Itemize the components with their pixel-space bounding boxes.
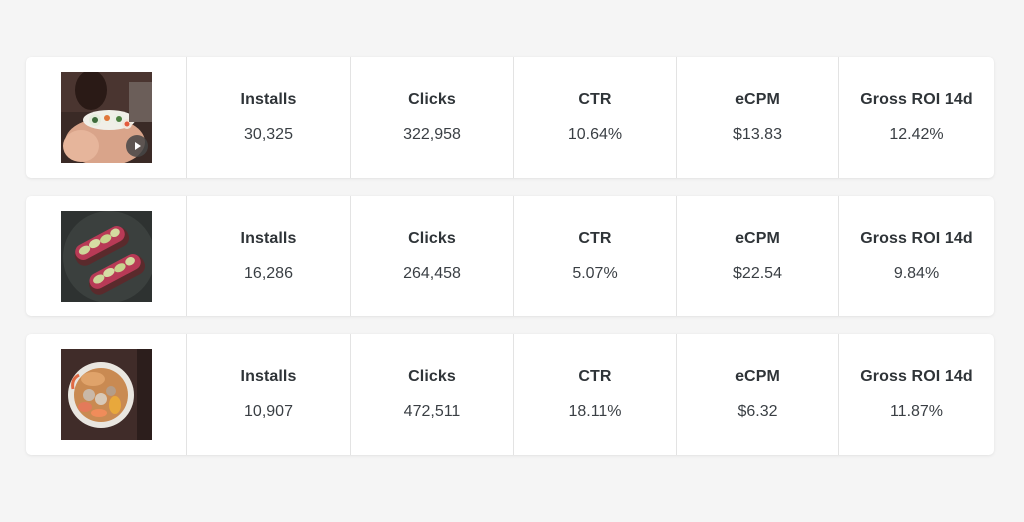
thumbnail-cell <box>26 57 187 178</box>
sushi-roll-video-thumbnail[interactable] <box>60 72 152 163</box>
metric-value: 9.84% <box>893 264 940 282</box>
metric-label: Installs <box>240 229 297 247</box>
metric-value: 264,458 <box>403 264 461 282</box>
metric-clicks: Clicks 472,511 <box>351 334 514 455</box>
metric-value: 472,511 <box>403 403 461 420</box>
avocado-toast-thumbnail[interactable] <box>60 210 152 302</box>
metric-label: Installs <box>240 368 297 385</box>
metric-ctr: CTR 18.11% <box>514 334 677 455</box>
metric-value: 12.42% <box>889 126 944 143</box>
food-bowl-image <box>60 349 152 440</box>
play-icon[interactable] <box>125 135 148 157</box>
metric-value: $22.54 <box>733 264 782 282</box>
campaign-card[interactable]: Installs 10,907 Clicks 472,511 CTR 18.11… <box>26 334 994 455</box>
campaign-card[interactable]: Installs 16,286 Clicks 264,458 CTR 5.07%… <box>26 196 994 316</box>
metric-value: 18.11% <box>568 403 622 420</box>
metric-label: eCPM <box>735 91 780 108</box>
metric-label: Installs <box>240 91 297 108</box>
metric-label: Gross ROI 14d <box>860 91 973 108</box>
metric-label: Clicks <box>408 91 456 108</box>
campaign-card[interactable]: Installs 30,325 Clicks 322,958 CTR 10.64… <box>26 57 994 178</box>
sushi-image <box>60 72 152 163</box>
metric-label: CTR <box>578 368 612 385</box>
metric-value: 5.07% <box>572 264 618 282</box>
metric-ctr: CTR 10.64% <box>514 57 677 178</box>
metric-ecpm: eCPM $13.83 <box>677 57 839 178</box>
metric-ctr: CTR 5.07% <box>514 196 677 316</box>
metric-gross-roi: Gross ROI 14d 12.42% <box>839 57 994 178</box>
thumbnail-cell <box>26 334 187 455</box>
metric-label: CTR <box>578 229 612 247</box>
metric-label: Clicks <box>408 368 456 385</box>
metric-label: eCPM <box>735 229 780 247</box>
metric-label: Gross ROI 14d <box>860 368 973 385</box>
metric-installs: Installs 30,325 <box>187 57 351 178</box>
metric-value: $6.32 <box>737 403 778 420</box>
metric-label: CTR <box>578 91 612 108</box>
metric-installs: Installs 10,907 <box>187 334 351 455</box>
metric-clicks: Clicks 322,958 <box>351 57 514 178</box>
metric-gross-roi: Gross ROI 14d 11.87% <box>839 334 994 455</box>
metric-value: 30,325 <box>244 126 293 143</box>
metric-installs: Installs 16,286 <box>187 196 351 316</box>
avocado-toast-image <box>60 210 152 302</box>
metric-ecpm: eCPM $6.32 <box>677 334 839 455</box>
metric-value: 10,907 <box>244 403 293 420</box>
food-bowl-thumbnail[interactable] <box>60 349 152 440</box>
metric-value: 10.64% <box>567 126 623 143</box>
thumbnail-cell <box>26 196 187 316</box>
metric-value: 16,286 <box>244 264 293 282</box>
metric-value: 322,958 <box>403 126 461 143</box>
metric-label: eCPM <box>735 368 780 385</box>
metric-label: Gross ROI 14d <box>860 229 973 247</box>
metric-value: 11.87% <box>889 403 944 420</box>
metric-ecpm: eCPM $22.54 <box>677 196 839 316</box>
metric-value: $13.83 <box>733 126 782 143</box>
metric-clicks: Clicks 264,458 <box>351 196 514 316</box>
metric-label: Clicks <box>408 229 456 247</box>
metric-gross-roi: Gross ROI 14d 9.84% <box>839 196 994 316</box>
